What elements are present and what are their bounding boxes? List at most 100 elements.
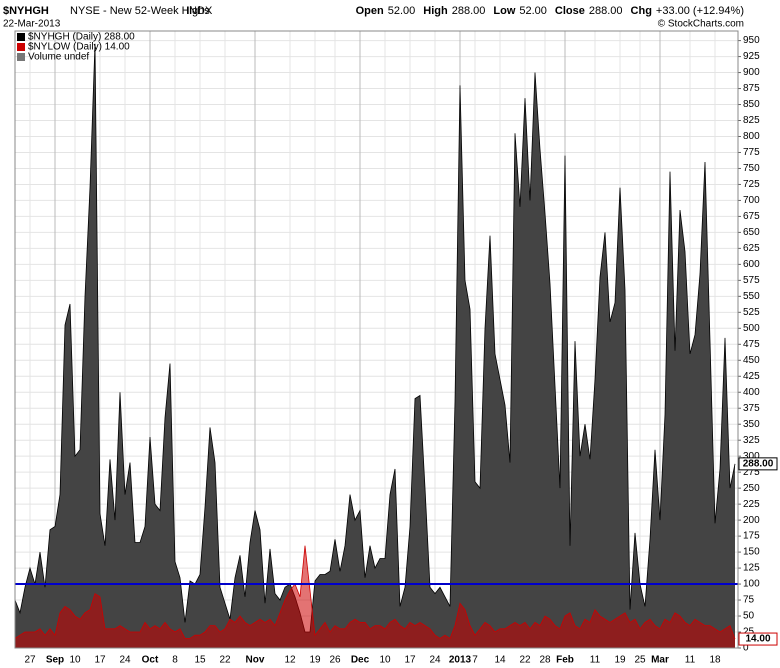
x-tick-label: 12: [284, 655, 296, 666]
x-tick-label: 8: [172, 655, 178, 666]
last-value-box: [738, 632, 778, 646]
y-tick-label: 300: [743, 451, 760, 462]
quote-value: 288.00: [452, 5, 486, 17]
x-tick-label: Dec: [351, 655, 370, 666]
legend-swatch: [17, 43, 25, 51]
y-tick-label: 475: [743, 339, 760, 350]
x-tick-label: 17: [404, 655, 416, 666]
y-tick-label: 700: [743, 195, 760, 206]
quote-value: 52.00: [519, 5, 547, 17]
y-tick-label: 250: [743, 483, 760, 494]
y-tick-label: 0: [743, 643, 749, 654]
x-tick-label: 7: [472, 655, 478, 666]
plot-area: [14, 31, 738, 649]
y-tick-label: 825: [743, 115, 760, 126]
y-tick-label: 350: [743, 419, 760, 430]
y-tick-label: 600: [743, 259, 760, 270]
x-tick-label: Nov: [246, 655, 265, 666]
exchange: INDX: [186, 5, 213, 17]
y-tick-label: 675: [743, 211, 760, 222]
x-tick-label: 17: [94, 655, 106, 666]
x-tick-label: 24: [119, 655, 131, 666]
quote: Open 52.00 High 288.00 Low 52.00 Close 288.00 Ch…: [356, 5, 744, 17]
x-tick-label: 11: [685, 655, 696, 666]
area: [15, 43, 735, 649]
y-tick-label: 625: [743, 243, 760, 254]
y-tick-label: 50: [743, 611, 755, 622]
quote-label: Close: [555, 5, 585, 17]
quote-label: Low: [493, 5, 515, 17]
y-tick-label: 125: [743, 563, 760, 574]
y-tick-label: 450: [743, 355, 760, 366]
x-tick-label: Oct: [142, 655, 159, 666]
legend-swatch: [17, 53, 25, 61]
last-value-label: 14.00: [745, 634, 770, 645]
quote-label: High: [423, 5, 448, 17]
y-tick-label: 900: [743, 67, 760, 78]
y-tick-label: 875: [743, 83, 760, 94]
y-tick-label: 775: [743, 147, 760, 158]
y-tick-label: 800: [743, 131, 760, 142]
x-tick-label: 25: [634, 655, 646, 666]
y-tick-label: 925: [743, 51, 760, 62]
y-tick-label: 850: [743, 99, 760, 110]
line: [14, 545, 736, 640]
legend-swatch: [17, 33, 25, 41]
x-tick-label: 28: [539, 655, 551, 666]
last-value-label: 288.00: [743, 458, 774, 469]
legend-label: $NYLOW (Daily) 14.00: [28, 42, 130, 53]
symbol: $NYHGH: [3, 5, 49, 17]
y-tick-label: 325: [743, 435, 760, 446]
legend-label: $NYHGH (Daily) 288.00: [28, 32, 135, 43]
x-tick-label: 2013: [449, 655, 472, 666]
y-tick-label: 550: [743, 291, 760, 302]
y-tick-label: 950: [743, 35, 760, 46]
y-tick-label: 150: [743, 547, 760, 558]
y-tick-label: 525: [743, 307, 760, 318]
legend-label: Volume undef: [28, 52, 89, 63]
plot-border: [14, 30, 739, 649]
quote-value: +33.00 (+12.94%): [656, 5, 744, 17]
y-tick-label: 100: [743, 579, 760, 590]
y-tick-label: 275: [743, 467, 760, 478]
x-tick-label: 10: [379, 655, 391, 666]
y-tick-label: 375: [743, 403, 760, 414]
y-tick-label: 225: [743, 499, 760, 510]
y-tick-label: 500: [743, 323, 760, 334]
area: [15, 545, 735, 648]
line: [14, 43, 736, 633]
x-tick-label: 24: [429, 655, 441, 666]
series-name: NYSE - New 52-Week Highs: [70, 5, 210, 17]
quote-value: 52.00: [388, 5, 416, 17]
y-tick-label: 650: [743, 227, 760, 238]
x-tick-label: 14: [494, 655, 506, 666]
y-tick-label: 25: [743, 627, 755, 638]
credit: © StockCharts.com: [658, 19, 744, 30]
y-tick-label: 575: [743, 275, 760, 286]
y-tick-label: 400: [743, 387, 760, 398]
quote-label: Chg: [631, 5, 652, 17]
x-tick-label: Mar: [651, 655, 669, 666]
x-tick-label: 22: [519, 655, 531, 666]
x-tick-label: 10: [69, 655, 81, 666]
y-tick-label: 750: [743, 163, 760, 174]
x-tick-label: 11: [590, 655, 601, 666]
x-tick-label: 19: [614, 655, 626, 666]
y-tick-label: 175: [743, 531, 760, 542]
quote-label: Open: [356, 5, 384, 17]
y-tick-label: 200: [743, 515, 760, 526]
x-tick-label: 27: [24, 655, 36, 666]
date: 22-Mar-2013: [3, 19, 61, 30]
x-tick-label: Sep: [46, 655, 64, 666]
x-tick-label: 18: [709, 655, 721, 666]
y-tick-label: 425: [743, 371, 760, 382]
x-tick-label: Feb: [556, 655, 574, 666]
y-tick-label: 75: [743, 595, 755, 606]
last-value-box: [738, 457, 778, 471]
x-tick-label: 15: [194, 655, 206, 666]
x-tick-label: 22: [219, 655, 231, 666]
x-tick-label: 19: [309, 655, 321, 666]
x-tick-label: 26: [329, 655, 341, 666]
quote-value: 288.00: [589, 5, 623, 17]
